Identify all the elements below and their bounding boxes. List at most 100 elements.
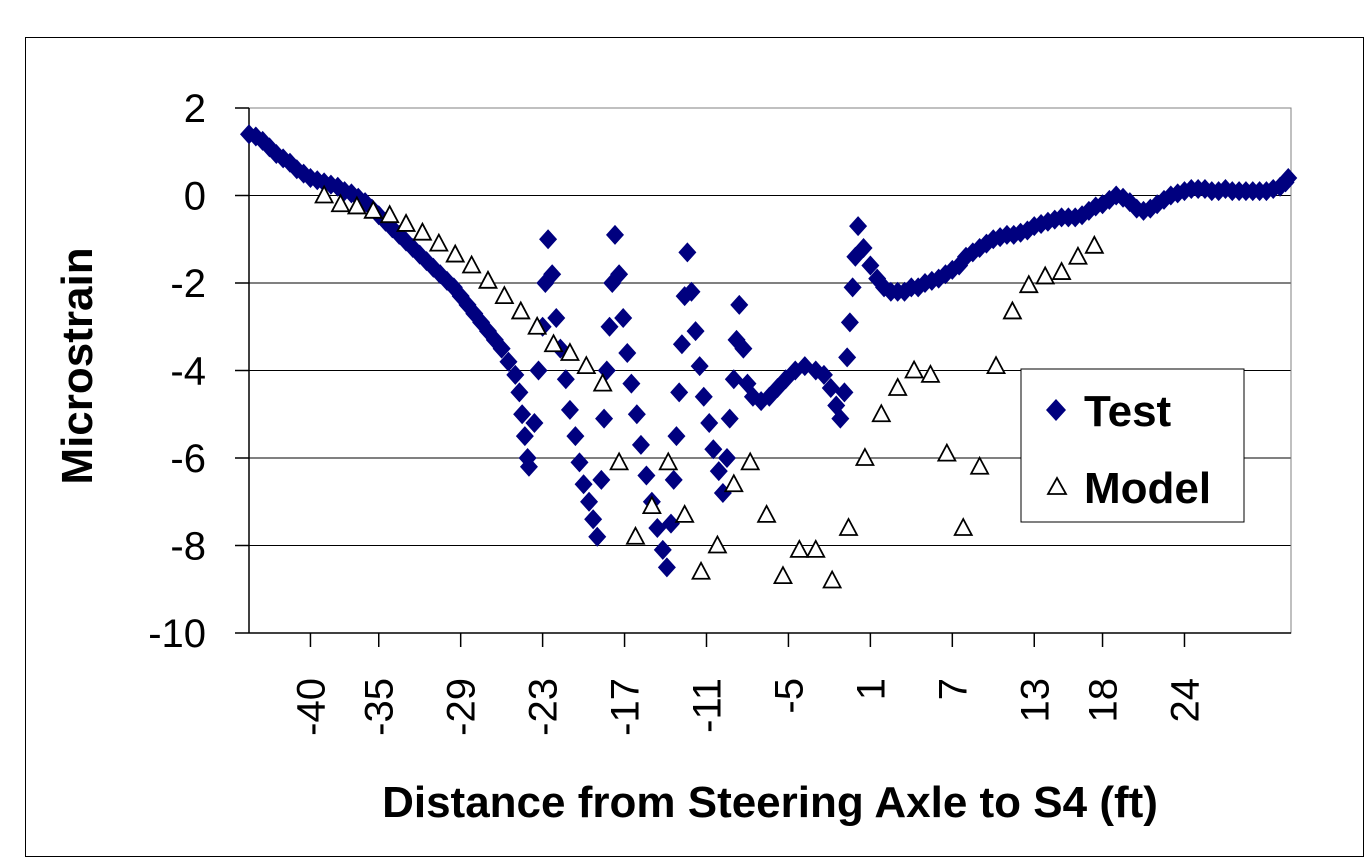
test-point (618, 343, 637, 363)
x-tick-label: -35 (358, 678, 402, 736)
model-point (1084, 234, 1105, 254)
model-point (723, 473, 744, 493)
model-point (543, 333, 564, 353)
test-point (854, 238, 873, 258)
test-point (838, 347, 857, 368)
model-point (740, 451, 761, 471)
test-point (843, 277, 862, 298)
y-tick-label: -8 (170, 525, 206, 569)
test-point (682, 281, 701, 302)
model-point (691, 560, 712, 580)
model-point (1002, 300, 1023, 320)
x-tick-label: -17 (604, 678, 648, 736)
test-point (835, 382, 854, 403)
x-tick-label: -11 (685, 678, 729, 733)
model-point (625, 525, 646, 545)
model-point (658, 451, 679, 471)
test-point (648, 518, 667, 538)
test-point (653, 539, 672, 560)
test-point (610, 264, 629, 285)
test-point (515, 426, 534, 447)
test-point (667, 426, 686, 447)
test-point (678, 242, 697, 263)
test-point (574, 474, 593, 495)
test-point (686, 321, 705, 342)
test-point (539, 229, 558, 250)
test-point (513, 404, 532, 425)
legend: Test Model (1020, 368, 1245, 523)
test-point (670, 382, 689, 403)
x-tick-label: -29 (440, 678, 484, 736)
model-point (494, 285, 515, 305)
y-tick-labels: 2 0 -2 -4 -6 -8 -10 (148, 87, 206, 656)
model-point (920, 363, 941, 383)
x-tick-label: -5 (767, 678, 811, 714)
test-point (627, 404, 646, 425)
model-point (592, 372, 613, 392)
test-point (622, 373, 641, 394)
y-tick-label: -4 (170, 350, 206, 394)
x-tick-label: 1 (849, 678, 893, 700)
test-point (730, 294, 749, 315)
test-point (814, 364, 833, 385)
model-point (527, 315, 548, 335)
test-point (543, 264, 562, 285)
test-point (694, 386, 713, 407)
model-point (396, 213, 417, 232)
test-point (510, 382, 529, 403)
test-point (840, 312, 859, 333)
model-point (838, 517, 859, 536)
model-point (1018, 274, 1039, 294)
test-point (700, 413, 719, 433)
legend-test-label: Test (1084, 387, 1172, 436)
test-point (1279, 168, 1298, 188)
model-point (346, 195, 367, 215)
chart-frame (25, 37, 1364, 857)
x-tick-label: -40 (289, 678, 333, 736)
test-point (720, 408, 739, 429)
test-point (661, 513, 680, 534)
test-point (592, 469, 611, 490)
legend-model-label: Model (1084, 464, 1211, 513)
test-point (525, 413, 544, 433)
test-series (240, 124, 1298, 578)
y-tick-label: 2 (184, 87, 206, 131)
model-point (953, 517, 974, 536)
x-tick-label: -23 (522, 678, 566, 736)
test-point (588, 526, 607, 547)
x-tick-label: 13 (1013, 678, 1057, 723)
model-point (559, 342, 580, 361)
test-point (631, 434, 650, 455)
model-point (756, 503, 777, 523)
model-series (314, 184, 1105, 589)
y-tick-label: -10 (148, 612, 206, 656)
test-point (724, 369, 743, 390)
axes (235, 107, 1291, 647)
model-point (510, 300, 531, 320)
model-point (461, 254, 482, 274)
model-point (707, 534, 728, 554)
test-point (821, 378, 840, 398)
test-point (566, 426, 585, 447)
model-point (871, 403, 892, 423)
test-point (734, 338, 753, 359)
legend-model-marker (1046, 476, 1068, 495)
x-tick-label: 24 (1163, 678, 1207, 723)
model-point (1051, 261, 1072, 280)
model-point (887, 377, 908, 396)
test-point (614, 308, 633, 328)
test-point (492, 338, 511, 359)
test-point (506, 364, 525, 385)
y-tick-label: -6 (170, 437, 206, 481)
model-point (822, 569, 843, 589)
model-point (772, 565, 793, 585)
x-tick-labels: -40 -35 -29 -23 -17 -11 -5 1 7 13 18 24 (289, 678, 1207, 736)
legend-test-marker (1046, 399, 1066, 421)
model-point (330, 193, 351, 213)
y-axis-title: Microstrain (53, 247, 102, 484)
test-point (529, 360, 548, 381)
y-tick-label: 0 (184, 175, 206, 219)
test-point (637, 465, 656, 486)
test-point (831, 408, 850, 429)
test-point (704, 439, 723, 460)
